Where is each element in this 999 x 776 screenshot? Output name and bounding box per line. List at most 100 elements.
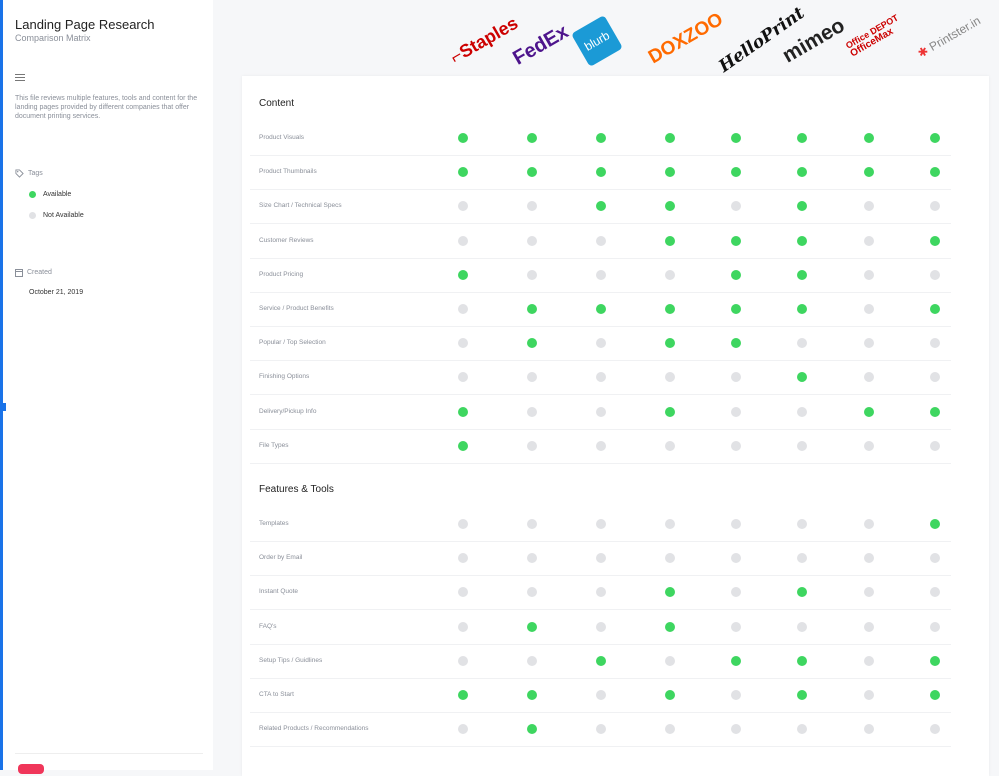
- available-dot[interactable]: [797, 304, 807, 314]
- not-available-dot[interactable]: [731, 519, 741, 529]
- available-dot[interactable]: [731, 269, 741, 280]
- available-dot[interactable]: [596, 201, 606, 212]
- not-available-dot[interactable]: [458, 553, 468, 564]
- available-dot[interactable]: [930, 167, 940, 178]
- available-dot[interactable]: [527, 621, 537, 632]
- not-available-dot[interactable]: [797, 724, 807, 735]
- available-dot[interactable]: [665, 133, 675, 143]
- not-available-dot[interactable]: [864, 690, 874, 700]
- available-dot[interactable]: [458, 133, 468, 143]
- available-dot[interactable]: [731, 133, 741, 143]
- not-available-dot[interactable]: [527, 406, 537, 417]
- not-available-dot[interactable]: [864, 201, 874, 212]
- tag-not-available[interactable]: Not Available: [29, 212, 84, 219]
- not-available-dot[interactable]: [665, 655, 675, 666]
- not-available-dot[interactable]: [864, 587, 874, 598]
- available-dot[interactable]: [527, 690, 537, 700]
- not-available-dot[interactable]: [930, 372, 940, 383]
- not-available-dot[interactable]: [665, 553, 675, 564]
- available-dot[interactable]: [797, 269, 807, 280]
- not-available-dot[interactable]: [731, 406, 741, 417]
- not-available-dot[interactable]: [458, 519, 468, 529]
- not-available-dot[interactable]: [930, 621, 940, 632]
- available-dot[interactable]: [731, 304, 741, 314]
- not-available-dot[interactable]: [596, 406, 606, 417]
- available-dot[interactable]: [930, 406, 940, 417]
- not-available-dot[interactable]: [665, 724, 675, 735]
- tag-available[interactable]: Available: [29, 191, 71, 198]
- not-available-dot[interactable]: [864, 440, 874, 451]
- available-dot[interactable]: [527, 724, 537, 735]
- available-dot[interactable]: [930, 133, 940, 143]
- not-available-dot[interactable]: [596, 519, 606, 529]
- not-available-dot[interactable]: [596, 338, 606, 349]
- not-available-dot[interactable]: [596, 587, 606, 598]
- available-dot[interactable]: [797, 235, 807, 246]
- available-dot[interactable]: [930, 655, 940, 666]
- not-available-dot[interactable]: [458, 201, 468, 212]
- available-dot[interactable]: [665, 235, 675, 246]
- available-dot[interactable]: [665, 304, 675, 314]
- not-available-dot[interactable]: [797, 621, 807, 632]
- not-available-dot[interactable]: [665, 440, 675, 451]
- not-available-dot[interactable]: [527, 201, 537, 212]
- available-dot[interactable]: [527, 167, 537, 178]
- not-available-dot[interactable]: [930, 587, 940, 598]
- available-dot[interactable]: [596, 655, 606, 666]
- not-available-dot[interactable]: [527, 269, 537, 280]
- not-available-dot[interactable]: [797, 338, 807, 349]
- available-dot[interactable]: [797, 372, 807, 383]
- available-dot[interactable]: [797, 167, 807, 178]
- not-available-dot[interactable]: [731, 587, 741, 598]
- available-dot[interactable]: [797, 587, 807, 598]
- not-available-dot[interactable]: [665, 519, 675, 529]
- not-available-dot[interactable]: [930, 338, 940, 349]
- not-available-dot[interactable]: [527, 553, 537, 564]
- not-available-dot[interactable]: [596, 690, 606, 700]
- not-available-dot[interactable]: [864, 269, 874, 280]
- available-dot[interactable]: [797, 690, 807, 700]
- available-dot[interactable]: [596, 304, 606, 314]
- not-available-dot[interactable]: [665, 372, 675, 383]
- not-available-dot[interactable]: [527, 655, 537, 666]
- not-available-dot[interactable]: [527, 587, 537, 598]
- not-available-dot[interactable]: [596, 269, 606, 280]
- not-available-dot[interactable]: [797, 519, 807, 529]
- available-dot[interactable]: [930, 304, 940, 314]
- not-available-dot[interactable]: [731, 724, 741, 735]
- available-dot[interactable]: [731, 338, 741, 349]
- available-dot[interactable]: [527, 133, 537, 143]
- available-dot[interactable]: [458, 406, 468, 417]
- not-available-dot[interactable]: [731, 372, 741, 383]
- available-dot[interactable]: [665, 201, 675, 212]
- available-dot[interactable]: [596, 167, 606, 178]
- not-available-dot[interactable]: [797, 553, 807, 564]
- not-available-dot[interactable]: [864, 372, 874, 383]
- not-available-dot[interactable]: [864, 553, 874, 564]
- not-available-dot[interactable]: [596, 553, 606, 564]
- available-dot[interactable]: [731, 655, 741, 666]
- available-dot[interactable]: [797, 201, 807, 212]
- available-dot[interactable]: [797, 133, 807, 143]
- available-dot[interactable]: [930, 690, 940, 700]
- not-available-dot[interactable]: [458, 724, 468, 735]
- available-dot[interactable]: [930, 235, 940, 246]
- not-available-dot[interactable]: [930, 201, 940, 212]
- not-available-dot[interactable]: [797, 406, 807, 417]
- not-available-dot[interactable]: [864, 724, 874, 735]
- not-available-dot[interactable]: [864, 304, 874, 314]
- not-available-dot[interactable]: [731, 621, 741, 632]
- available-dot[interactable]: [665, 338, 675, 349]
- available-dot[interactable]: [458, 440, 468, 451]
- not-available-dot[interactable]: [864, 235, 874, 246]
- not-available-dot[interactable]: [458, 338, 468, 349]
- available-dot[interactable]: [864, 133, 874, 143]
- not-available-dot[interactable]: [458, 655, 468, 666]
- not-available-dot[interactable]: [527, 372, 537, 383]
- not-available-dot[interactable]: [731, 440, 741, 451]
- available-dot[interactable]: [864, 167, 874, 178]
- app-logo-icon[interactable]: [18, 764, 44, 774]
- not-available-dot[interactable]: [930, 724, 940, 735]
- not-available-dot[interactable]: [797, 440, 807, 451]
- available-dot[interactable]: [665, 690, 675, 700]
